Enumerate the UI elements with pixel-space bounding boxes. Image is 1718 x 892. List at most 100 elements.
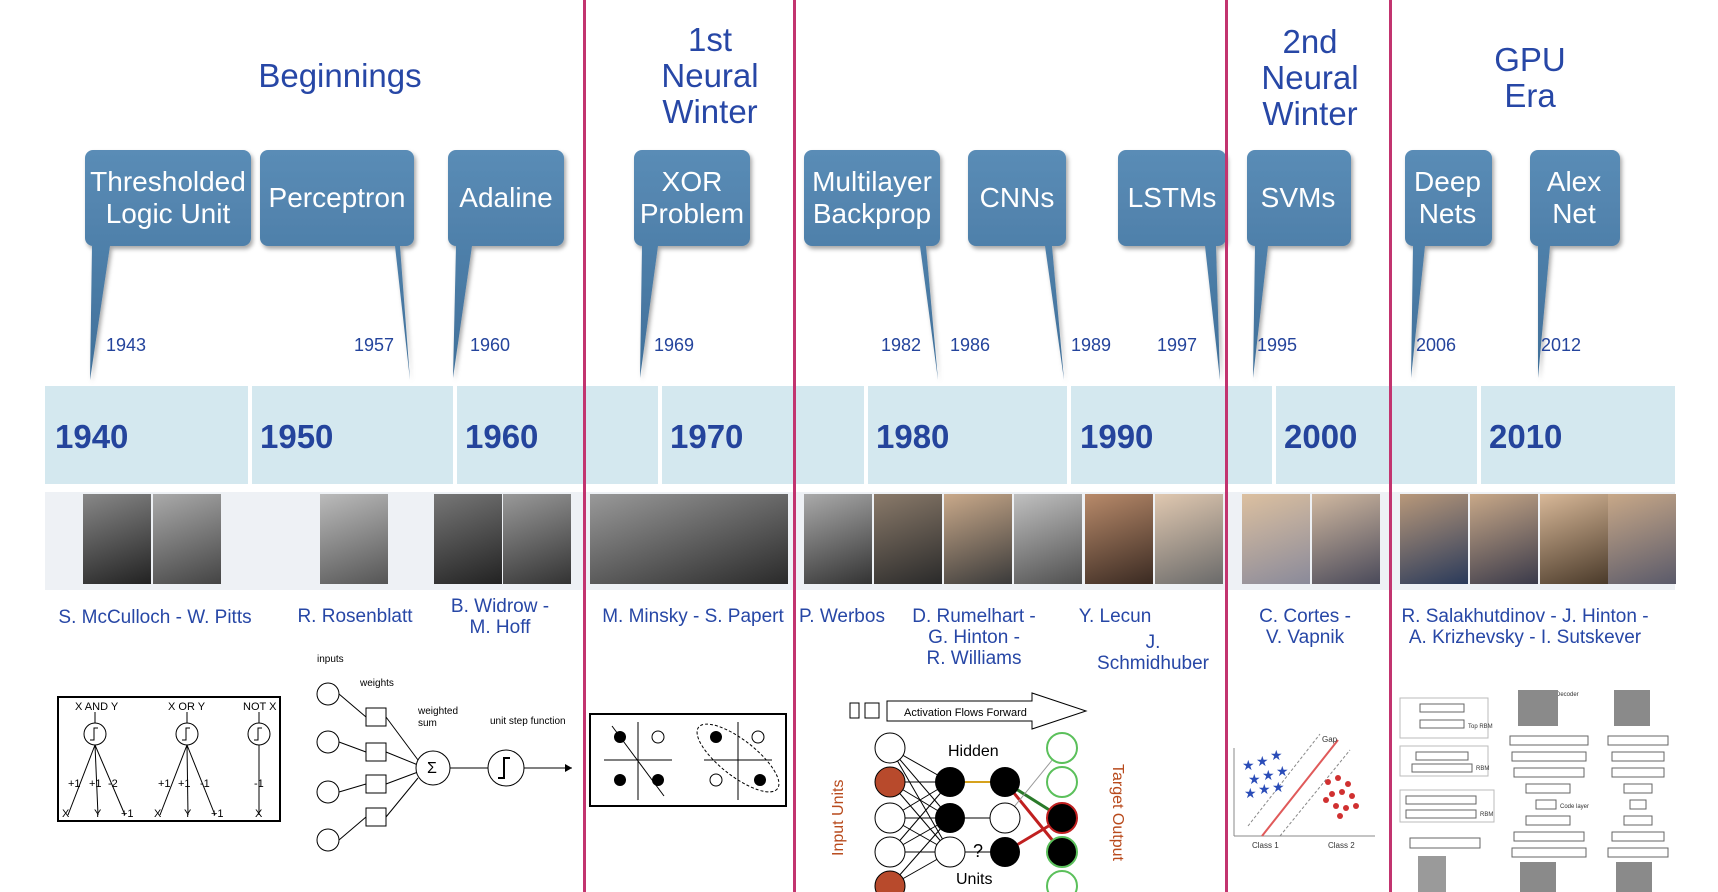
year-label: 2006 [1416,335,1457,355]
portrait-photo [1242,494,1310,584]
milestone-alexnet: Alex Net [1528,150,1620,246]
perceptron-label: weights [359,678,394,689]
name-line: R. Williams [926,648,1022,669]
decade-label: 1990 [1080,418,1154,455]
input-label: +1 [121,808,134,820]
year-label: 1957 [354,335,395,355]
svg-text:★: ★ [1258,781,1271,797]
label-line: Nets [1418,198,1477,229]
year-label: 1969 [654,335,695,355]
hidden-label: Hidden [948,743,999,760]
rbm-label: RBM [1476,766,1489,772]
band-separator [1477,386,1481,484]
year-label: 1997 [1157,335,1198,355]
name-line: V. Vapnik [1265,627,1345,648]
year-label: 1943 [106,335,147,355]
milestone-perceptron: Perceptron [268,182,406,213]
units-label: Units [956,871,992,888]
label-line: Deep [1414,166,1481,197]
portrait-photo [153,494,221,584]
year-label: 1995 [1257,335,1298,355]
svg-text:★: ★ [1276,763,1289,779]
svg-text:★: ★ [1248,771,1261,787]
timeline-band [45,386,1675,484]
label-line: XOR [661,166,723,197]
input-label: X [154,808,162,820]
people-gpu-era: R. Salakhutdinov - J. Hinton - A. Krizhe… [1390,606,1660,648]
people-minsky-papert: M. Minsky - S. Papert [602,606,784,627]
label-line: Alex [1546,166,1602,197]
callout-svms [1247,150,1351,378]
year-label: 2012 [1541,335,1582,355]
decade-label: 1980 [876,418,950,455]
callout-alexnet [1530,150,1620,378]
portrait-photo [1400,494,1468,584]
people-rosenblatt: R. Rosenblatt [297,606,413,627]
people-werbos: P. Werbos [799,606,885,627]
people-mcculloch-pitts: S. McCulloch - W. Pitts [58,607,252,628]
svg-text:★: ★ [1242,757,1255,773]
year-label: 1989 [1071,335,1112,355]
callout-backprop [804,150,940,380]
label-line: Backprop [812,198,932,229]
milestone-tlu: Thresholded Logic Unit [85,150,251,246]
portrait-photo [1085,494,1153,584]
label-line: Multilayer [812,166,932,197]
band-separator [248,386,252,484]
svg-text:★: ★ [1270,747,1283,763]
svg-text:★: ★ [1262,767,1275,783]
portrait-photo [804,494,872,584]
decade-label: 1950 [260,418,334,455]
name-line: M. Hoff [469,617,531,638]
svg-text:★: ★ [1272,779,1285,795]
code-layer-label: Code layer [1560,804,1589,810]
milestone-lstms: LSTMs [1127,182,1217,213]
people-cortes-vapnik: C. Cortes - V. Vapnik [1240,606,1370,648]
decade-label: 2010 [1489,418,1563,455]
milestone-xor: XOR Problem [634,150,750,246]
svm-diagram: Gap Class 1 Class 2 ★ ★ ★ ★ ★ ★ ★ ★ ★ [1233,733,1375,850]
target-label: Target Output [1109,764,1126,862]
weight-label: -2 [108,778,118,790]
svg-text:★: ★ [1244,785,1257,801]
callout-cnns [968,150,1066,380]
weight-label: -1 [200,778,210,790]
band-separator [658,386,662,484]
milestone-deepnets: Deep Nets [1403,150,1492,246]
milestone-backprop: Multilayer Backprop [804,150,940,246]
name-line: B. Widrow - [450,596,550,617]
portrait-photo [1540,494,1608,584]
svg-text:Σ: Σ [427,760,437,777]
era-divider [1389,0,1392,892]
portrait-photo [944,494,1012,584]
band-separator [1272,386,1276,484]
input-label: Y [94,808,102,820]
gate-label-and: X AND Y [75,701,119,713]
class2-label: Class 2 [1328,841,1355,850]
portrait-photo [1312,494,1380,584]
label-line: Logic Unit [105,198,231,229]
portrait-photo [874,494,942,584]
gate-label-not: NOT X [243,701,277,713]
perceptron-label: sum [418,718,437,729]
rbm-label: Top RBM [1468,724,1493,730]
weight-label: +1 [178,778,191,790]
gate-label-or: X OR Y [168,701,206,713]
milestone-adaline: Adaline [459,182,553,213]
band-separator [864,386,868,484]
weight-label: +1 [158,778,171,790]
svg-text:?: ? [973,841,983,861]
portrait-photo [1470,494,1538,584]
portrait-photo [83,494,151,584]
portrait-photo [320,494,388,584]
weight-label: +1 [89,778,102,790]
decade-label: 1960 [465,418,539,455]
flow-label: Activation Flows Forward [904,707,1027,719]
input-label: X [255,808,263,820]
perceptron-diagram: inputs weights weighted sum unit step fu… [316,654,572,852]
svg-text:★: ★ [1256,753,1269,769]
perceptron-label: weighted [417,706,458,717]
name-line: G. Hinton - [928,627,1020,648]
era-second-neural-winter: 2nd Neural Winter [1220,24,1400,132]
